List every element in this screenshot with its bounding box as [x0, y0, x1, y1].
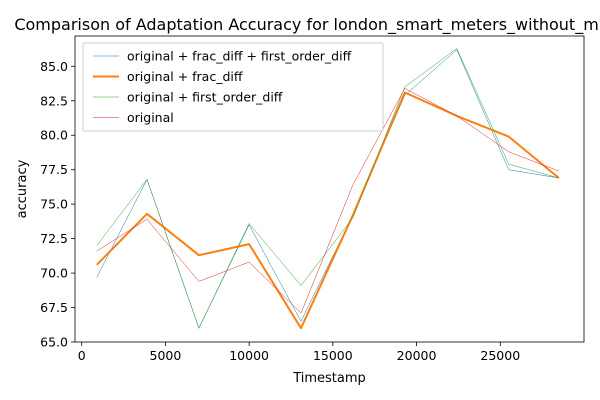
y-tick-label: 80.0 — [40, 128, 68, 143]
y-tick-label: 77.5 — [40, 162, 68, 177]
y-tick-label: 82.5 — [40, 93, 68, 108]
y-tick-label: 85.0 — [40, 59, 68, 74]
x-tick-label: 5000 — [150, 348, 182, 363]
legend: original + frac_diff + first_order_diffo… — [82, 42, 384, 132]
x-tick-label: 15000 — [313, 348, 353, 363]
y-axis-ticks: 65.0 67.5 70.0 72.5 75.0 77.5 80.0 82.5 85.0 — [40, 59, 75, 350]
legend-label: original — [127, 110, 174, 125]
y-tick-label: 67.5 — [40, 300, 68, 315]
legend-label: original + frac_diff — [127, 69, 243, 84]
series-line-4 — [96, 88, 559, 314]
legend-label: original + first_order_diff — [127, 90, 283, 105]
legend-label: original + frac_diff + first_order_diff — [127, 49, 352, 64]
x-axis-label: Timestamp — [292, 371, 366, 386]
y-axis-label: accuracy — [15, 159, 30, 218]
x-tick-label: 10000 — [229, 348, 269, 363]
x-axis-ticks: 0 5000 10000 15000 20000 25000 — [78, 342, 520, 363]
y-tick-label: 72.5 — [40, 231, 68, 246]
x-tick-label: 20000 — [397, 348, 437, 363]
plot-frame — [74, 35, 585, 343]
chart-title: Comparison of Adaptation Accuracy for lo… — [14, 15, 600, 35]
x-tick-label: 0 — [78, 348, 86, 363]
legend-box — [82, 42, 384, 132]
y-tick-label: 75.0 — [40, 197, 68, 212]
series-line-3 — [96, 48, 559, 329]
x-tick-label: 25000 — [480, 348, 520, 363]
y-tick-label: 70.0 — [40, 266, 68, 281]
chart-title-text: Comparison of Adaptation Accuracy for lo… — [14, 15, 600, 35]
plot-lines — [96, 48, 560, 330]
series-line-2 — [96, 91, 560, 330]
y-tick-label: 65.0 — [40, 335, 68, 350]
